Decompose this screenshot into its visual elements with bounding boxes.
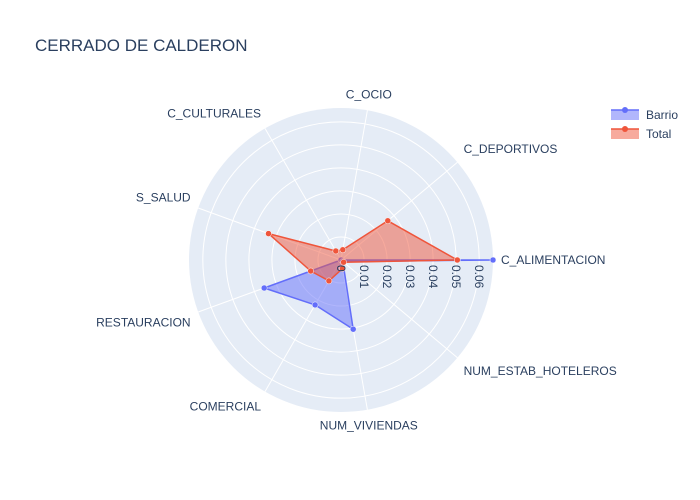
point-barrio-5 xyxy=(260,284,268,292)
point-total-4 xyxy=(265,230,272,237)
point-total-1 xyxy=(384,217,392,225)
legend-label-total[interactable]: Total xyxy=(646,127,671,141)
axis-label-num-viviendas: NUM_VIVIENDAS xyxy=(320,419,418,433)
point-total-3 xyxy=(332,247,340,255)
point-total-5 xyxy=(307,267,314,275)
series-layer xyxy=(260,217,497,333)
axis-label-num-estab-hoteleros: NUM_ESTAB_HOTELEROS xyxy=(464,364,617,378)
point-barrio-6 xyxy=(311,301,319,309)
spoke-8 xyxy=(340,259,458,359)
axis-label-c-alimentacion: C_ALIMENTACION xyxy=(501,253,605,267)
axis-label-comercial: COMERCIAL xyxy=(190,400,262,414)
radial-tick-0: 0 xyxy=(334,265,348,272)
point-total-2 xyxy=(339,246,347,254)
angular-axis-labels: C_ALIMENTACION C_DEPORTIVOS C_OCIO C_CULTUR… xyxy=(96,87,617,432)
axis-label-s-salud: S_SALUD xyxy=(136,190,191,204)
point-total-0 xyxy=(454,256,461,264)
point-total-8 xyxy=(340,258,347,266)
legend-marker-total xyxy=(622,126,628,132)
point-barrio-7 xyxy=(349,325,357,333)
radial-tick-2: 0.02 xyxy=(380,265,394,289)
legend: Barrio Total xyxy=(611,107,678,141)
axis-label-c-culturales: C_CULTURALES xyxy=(167,106,261,120)
point-barrio-0 xyxy=(489,256,497,264)
axis-label-restauracion: RESTAURACION xyxy=(96,316,190,330)
radial-tick-labels: 0 0.01 0.02 0.03 0.04 0.05 0.06 xyxy=(334,265,486,289)
legend-swatch-total xyxy=(611,129,639,139)
spoke-2 xyxy=(340,110,368,261)
radial-tick-3: 0.03 xyxy=(403,265,417,289)
point-total-7 xyxy=(339,265,346,272)
radial-tick-4: 0.04 xyxy=(426,265,440,289)
axis-label-c-deportivos: C_DEPORTIVOS xyxy=(464,142,558,156)
radial-tick-1: 0.01 xyxy=(357,265,371,289)
legend-label-barrio[interactable]: Barrio xyxy=(646,108,678,122)
legend-marker-barrio xyxy=(622,107,628,113)
legend-swatch-barrio xyxy=(611,110,639,120)
point-total-6 xyxy=(325,277,333,285)
radial-tick-5: 0.05 xyxy=(449,265,463,289)
spoke-3 xyxy=(264,128,342,261)
radial-tick-6: 0.06 xyxy=(472,265,486,289)
chart-title: CERRADO DE CALDERON xyxy=(35,36,248,55)
axis-label-c-ocio: C_OCIO xyxy=(346,87,392,101)
